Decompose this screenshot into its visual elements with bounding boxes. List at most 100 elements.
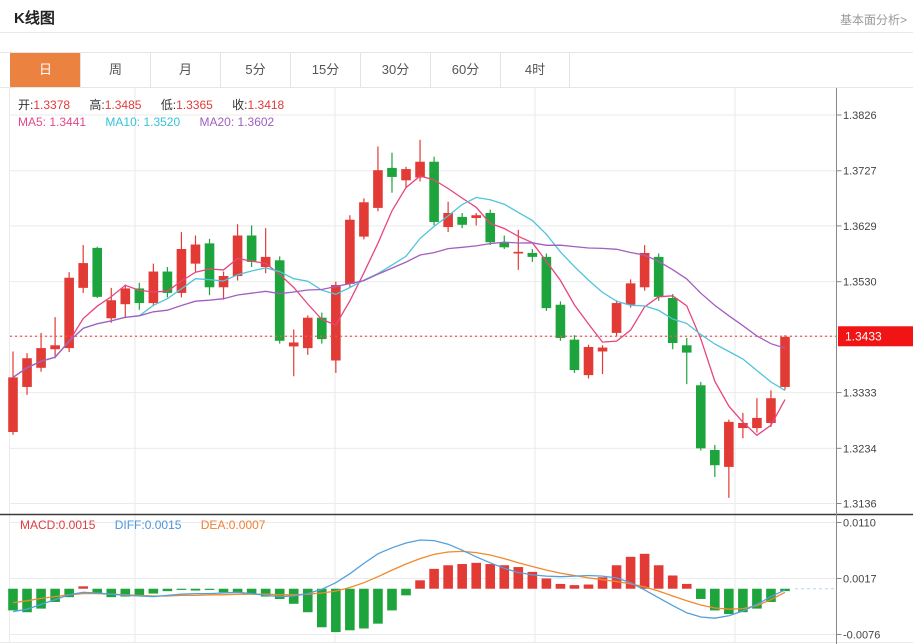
candle-body xyxy=(317,317,327,340)
high-value: 1.3485 xyxy=(104,98,142,112)
macd-bar xyxy=(246,588,257,595)
candle-body xyxy=(401,169,411,181)
candle xyxy=(611,300,622,337)
candle xyxy=(260,228,271,274)
candle-body xyxy=(78,263,88,288)
macd-bar xyxy=(738,588,748,613)
macd-bar xyxy=(204,588,215,590)
dea-label: DEA: xyxy=(200,518,229,532)
candle xyxy=(359,198,369,240)
macd-bar xyxy=(78,586,88,589)
diff-label: DIFF: xyxy=(114,518,145,532)
macd-bar xyxy=(218,588,229,593)
candle xyxy=(331,281,341,373)
candle xyxy=(766,390,776,427)
candle xyxy=(471,212,481,226)
candle xyxy=(583,344,594,379)
candle xyxy=(681,337,692,385)
macd-bar xyxy=(302,588,313,613)
candle-body xyxy=(555,304,566,338)
candle-body xyxy=(583,346,594,376)
candle xyxy=(667,294,678,350)
candle-body xyxy=(597,347,608,352)
macd-bar xyxy=(541,578,552,589)
candle-body xyxy=(653,256,664,297)
tab-日[interactable]: 日 xyxy=(10,53,80,87)
candle xyxy=(162,267,173,298)
kline-chart[interactable]: 1.3826 1.3727 1.3629 1.3530 1.3433 1.3333 1.32… xyxy=(0,88,913,644)
tab-周[interactable]: 周 xyxy=(80,53,150,87)
ohlc-info: 开:1.3378 高:1.3485 低:1.3365 收:1.3418 xyxy=(18,96,300,113)
candle-body xyxy=(471,215,481,219)
close-value: 1.3418 xyxy=(247,98,285,112)
macd-bar xyxy=(331,588,341,633)
macd-bar xyxy=(387,588,397,611)
macd-bar xyxy=(710,588,720,611)
macd-lines xyxy=(12,539,786,619)
macd-info: MACD:0.0015 DIFF:0.0015 DEA:0.0007 xyxy=(20,518,281,532)
candle xyxy=(148,263,159,306)
macd-bar xyxy=(190,588,201,591)
tab-4时[interactable]: 4时 xyxy=(500,53,570,87)
candle xyxy=(36,332,46,372)
low-label: 低: xyxy=(160,98,177,112)
candle-body xyxy=(485,212,496,243)
macd-bar xyxy=(92,588,103,594)
tab-60分[interactable]: 60分 xyxy=(430,53,500,87)
candle-body xyxy=(415,161,425,178)
candle-body xyxy=(176,249,187,293)
candle-body xyxy=(429,161,439,222)
candle xyxy=(204,238,215,296)
candle xyxy=(274,256,285,344)
ma10-value: 1.3520 xyxy=(143,115,181,129)
candle xyxy=(190,235,201,272)
macd-bar xyxy=(148,588,159,594)
macd-bar xyxy=(64,588,74,598)
macd-bar xyxy=(597,577,608,589)
y-axis-label: -0.0076 xyxy=(843,630,880,642)
current-price-tag-label: 1.3433 xyxy=(845,329,882,343)
macd-bar xyxy=(457,564,467,589)
candle xyxy=(92,246,103,298)
macd-bar xyxy=(274,588,285,599)
interval-tabs: 日周月 5分 15分 30分 60分 4时 xyxy=(0,52,913,88)
candle xyxy=(569,335,580,373)
macd-bar xyxy=(120,588,131,597)
macd-bar xyxy=(639,553,650,589)
candle xyxy=(738,412,748,439)
ma-lines xyxy=(12,175,786,437)
high-label: 高: xyxy=(89,98,105,112)
macd-bar xyxy=(345,588,355,631)
tab-30分[interactable]: 30分 xyxy=(360,53,430,87)
ma10-label: MA10: xyxy=(105,115,141,129)
macd-bar xyxy=(471,562,481,589)
candle-body xyxy=(667,297,678,344)
fundamental-analysis-link[interactable]: 基本面分析> xyxy=(839,13,907,27)
candle xyxy=(429,156,439,226)
candle xyxy=(78,245,88,293)
macd-bar xyxy=(485,564,496,589)
candle-body xyxy=(681,345,692,353)
tab-15分[interactable]: 15分 xyxy=(290,53,360,87)
candle-body xyxy=(331,285,341,361)
macd-bar xyxy=(527,571,538,589)
dea-value: 0.0007 xyxy=(228,518,266,532)
macd-bar xyxy=(8,588,18,611)
tab-5分[interactable]: 5分 xyxy=(220,53,290,87)
candle xyxy=(50,317,60,359)
macd-bar xyxy=(667,575,678,589)
candle xyxy=(134,282,145,310)
chart-area: 1.3826 1.3727 1.3629 1.3530 1.3433 1.3333 1.32… xyxy=(0,88,913,644)
candle xyxy=(387,152,397,193)
macd-bar xyxy=(681,583,692,589)
diff-value: 0.0015 xyxy=(144,518,182,532)
tab-月[interactable]: 月 xyxy=(150,53,220,87)
macd-bar xyxy=(695,588,706,599)
candle-body xyxy=(443,212,453,228)
candle-body xyxy=(260,256,271,268)
candle-body xyxy=(625,283,636,305)
candle xyxy=(373,146,383,212)
macd-bar xyxy=(50,588,60,602)
candle-body xyxy=(710,450,720,466)
